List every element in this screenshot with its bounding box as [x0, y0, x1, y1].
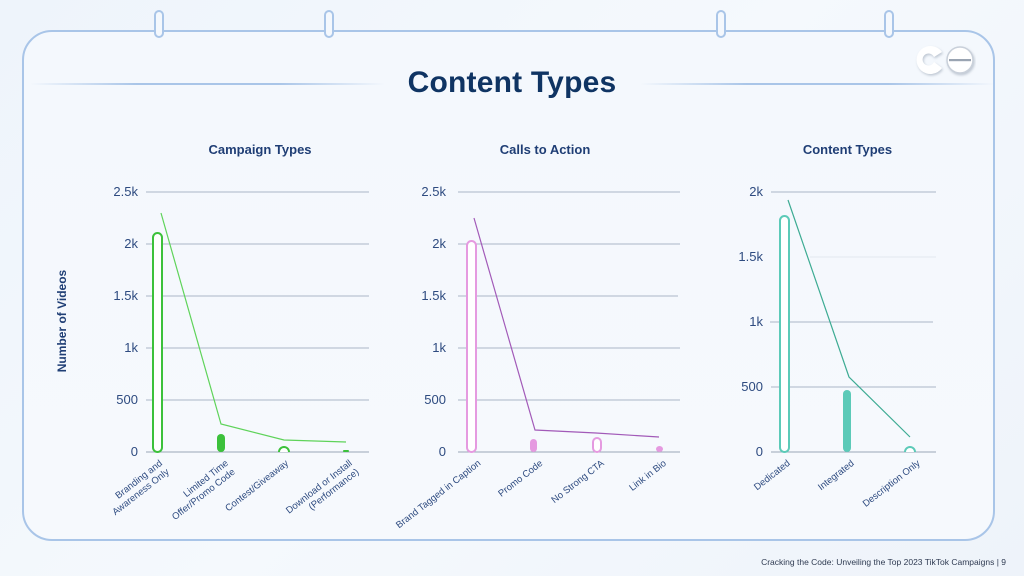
chart-title-campaign-types: Campaign Types — [208, 142, 312, 157]
y-tick: 1k — [749, 314, 763, 329]
chart-title-calls-to-action: Calls to Action — [499, 142, 591, 157]
binder-ring — [154, 10, 164, 38]
y-tick: 0 — [438, 444, 446, 459]
y-tick: 2k — [124, 236, 138, 251]
bar-limited-time-offer — [217, 434, 225, 452]
bar-download-install — [343, 450, 349, 452]
y-tick: 1k — [432, 340, 446, 355]
bar-contest-giveaway — [278, 446, 290, 453]
y-tick: 1k — [124, 340, 138, 355]
title-divider-left — [30, 83, 385, 85]
bar-branding-awareness — [152, 232, 163, 453]
bar-dedicated — [779, 215, 790, 453]
y-tick: 0 — [130, 444, 138, 459]
y-tick: 0 — [755, 444, 763, 459]
trend-line — [473, 217, 660, 438]
page-title: Content Types — [407, 66, 617, 99]
title-divider-right — [640, 83, 995, 85]
trend-line — [160, 212, 347, 443]
trend-line — [787, 199, 911, 438]
bar-promo-code — [530, 439, 537, 452]
bar-link-in-bio — [656, 446, 663, 452]
slide-card — [22, 30, 995, 541]
binder-ring — [884, 10, 894, 38]
bar-integrated — [843, 390, 851, 452]
y-tick: 500 — [116, 392, 138, 407]
bar-description-only — [904, 446, 916, 453]
bar-no-strong-cta — [592, 437, 602, 453]
y-tick: 1.5k — [113, 288, 138, 303]
bar-brand-tagged — [466, 240, 477, 453]
y-tick: 1.5k — [421, 288, 446, 303]
go-logo-icon — [916, 46, 974, 74]
binder-ring — [716, 10, 726, 38]
chart-title-content-types: Content Types — [802, 142, 893, 157]
y-tick: 2.5k — [113, 184, 138, 199]
binder-ring — [324, 10, 334, 38]
y-tick: 500 — [424, 392, 446, 407]
y-tick: 2k — [432, 236, 446, 251]
y-tick: 500 — [741, 379, 763, 394]
y-tick: 1.5k — [738, 249, 763, 264]
y-tick: 2k — [749, 184, 763, 199]
slide-footer: Cracking the Code: Unveiling the Top 202… — [761, 557, 1006, 567]
y-tick: 2.5k — [421, 184, 446, 199]
